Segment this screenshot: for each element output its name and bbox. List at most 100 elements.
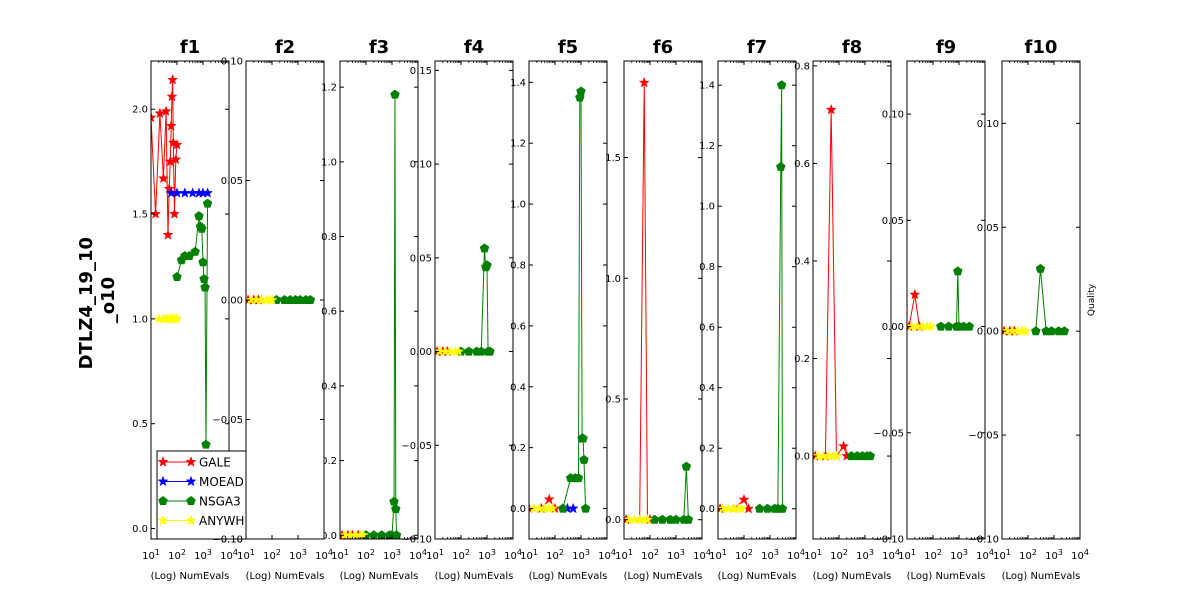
legend: GALE MOEAD NSGA3 ANYWH −0.10 (156, 61, 325, 546)
data-point-nsga3 (576, 86, 586, 96)
data-point-anywhere (1019, 325, 1031, 336)
y-tick-label: −0.05 (873, 428, 904, 439)
y-tick-label: −0.05 (212, 415, 243, 426)
y-tick-label: 0.10 (977, 119, 999, 130)
data-point-nsga3 (305, 295, 316, 305)
plot-frame (339, 60, 419, 540)
x-axis-label: (Log) NumEvals (718, 571, 797, 582)
data-point-nsga3 (464, 346, 474, 356)
data-point-gale (170, 153, 182, 165)
y-tick-label: 1.2 (321, 83, 337, 94)
data-point-anywhere (735, 502, 747, 514)
x-axis-label: (Log) NumEvals (813, 571, 892, 582)
x-axis-label: (Log) NumEvals (340, 571, 419, 582)
x-axis-label: (Log) NumEvals (624, 571, 703, 582)
y-tick-label: 0.05 (410, 253, 432, 264)
x-axis-label: (Log) NumEvals (246, 571, 325, 582)
series-group (718, 80, 788, 514)
data-point-nsga3 (1031, 326, 1041, 336)
y-tick-label: −0.10 (212, 535, 243, 546)
legend-marker-nsga3 (186, 496, 196, 506)
y-tick-label: 0.0 (510, 504, 526, 515)
data-point-nsga3 (1035, 263, 1046, 273)
y-tick-label: 0.10 (882, 110, 904, 121)
data-point-nsga3 (482, 260, 492, 270)
subplot-title: f8 (842, 37, 862, 58)
data-point-gale (166, 90, 178, 102)
y-tick-label: 0.10 (221, 57, 243, 68)
y-tick-label: 0.00 (410, 347, 432, 358)
legend-occluder (246, 449, 324, 541)
subplot-title: f5 (558, 37, 578, 58)
y-tick-label: 0.00 (221, 296, 243, 307)
y-tick-label: 0.4 (510, 382, 526, 393)
y-tick-label: −0.10 (401, 535, 432, 546)
plot-frame (434, 60, 514, 540)
legend-label-nsga3: NSGA3 (199, 495, 241, 509)
y-tick-label: 0.05 (882, 216, 904, 227)
data-point-gale (825, 104, 837, 115)
data-point-nsga3 (936, 321, 946, 331)
series-group (435, 243, 495, 357)
plot-frame (623, 60, 703, 540)
data-point-nsga3 (198, 257, 208, 267)
data-point-nsga3 (485, 346, 495, 356)
y-tick-label: 0.2 (510, 443, 526, 454)
y-axis-label: DTLZ4_19_10 _o10 (76, 231, 119, 370)
subplot-title: f10 (1025, 37, 1058, 58)
data-point-gale (167, 74, 179, 85)
data-point-anywhere (924, 320, 936, 332)
y-tick-label: 0.8 (794, 61, 810, 72)
legend-box (156, 450, 258, 540)
data-point-gale (838, 440, 850, 451)
plot-frame (717, 60, 797, 540)
legend-marker-gale (185, 456, 197, 467)
y-tick-label: 0.0 (699, 504, 715, 515)
y-tick-label: 0.4 (321, 381, 337, 392)
data-point-gale (738, 493, 750, 505)
y-tick-label: 0.6 (699, 323, 715, 334)
x-axis-label: (Log) NumEvals (1002, 571, 1081, 582)
y-tick-label: 0.0 (321, 531, 337, 542)
data-point-nsga3 (172, 271, 182, 281)
y-tick-label: 1.5 (605, 153, 621, 164)
data-point-anywhere (266, 294, 278, 305)
y-axis-label-line-2: _o10 (98, 277, 119, 323)
data-point-nsga3 (573, 473, 584, 483)
y-tick-label: 0.0 (132, 524, 148, 535)
y-tick-label: 0.0 (794, 452, 810, 463)
y-tick-label: 0.0 (605, 515, 621, 526)
data-point-gale (162, 229, 174, 240)
data-point-anywhere (452, 345, 464, 357)
y-tick-label: 0.15 (410, 66, 432, 77)
legend-marker-gale (157, 456, 169, 467)
subplot-title: f3 (369, 37, 389, 58)
y-axis-label-line-1: DTLZ4_19_10 (76, 237, 97, 369)
y-tick-label: 0.10 (410, 160, 432, 171)
y-tick-label: 1.0 (321, 157, 337, 168)
y-tick-label: 0.2 (699, 444, 715, 455)
x-axis-label: (Log) NumEvals (435, 571, 514, 582)
y-tick-label: 1.2 (699, 141, 715, 152)
subplot-title: f6 (653, 37, 673, 58)
y-tick-label: 0.00 (882, 322, 904, 333)
y-tick-label: 0.00 (977, 327, 999, 338)
data-point-nsga3 (777, 503, 788, 513)
subplot-title: f4 (464, 37, 484, 58)
data-point-nsga3 (201, 439, 211, 449)
data-point-moead (202, 187, 214, 198)
data-point-nsga3 (754, 503, 765, 513)
y-tick-label: −0.10 (968, 535, 999, 546)
legend-label-gale: GALE (199, 456, 231, 470)
y-tick-label: 1.0 (132, 314, 148, 325)
plot-frame (906, 60, 986, 540)
series-group (246, 294, 316, 305)
data-point-nsga3 (190, 246, 200, 256)
legend-marker-moead (185, 475, 197, 487)
y-tick-label: −0.10 (212, 535, 243, 546)
